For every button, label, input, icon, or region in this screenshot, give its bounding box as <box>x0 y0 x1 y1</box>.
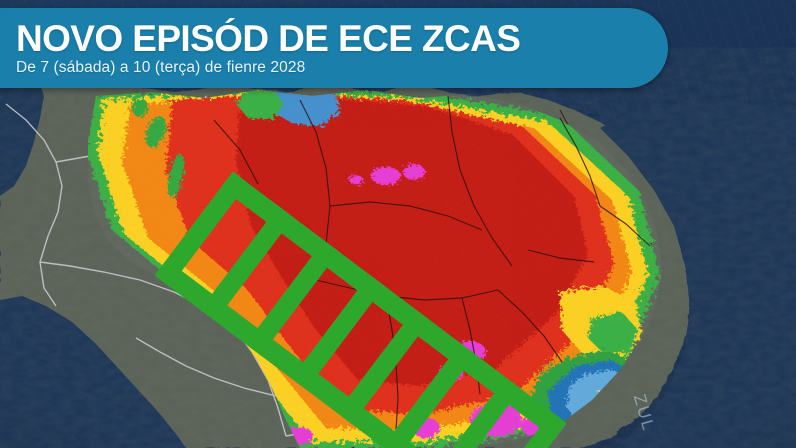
banner-subtitle: De 7 (sábada) a 10 (terça) de fienre 202… <box>16 59 306 77</box>
banner-title: NOVO EPISÓD DE ECE ZCAS <box>16 17 521 59</box>
headline-banner: NOVO EPISÓD DE ECE ZCAS De 7 (sábada) a … <box>0 8 668 88</box>
